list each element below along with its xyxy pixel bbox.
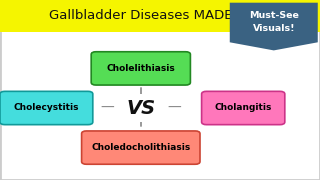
Text: Gallbladder Diseases MADE EASY: Gallbladder Diseases MADE EASY [49,9,271,22]
FancyBboxPatch shape [0,91,93,125]
FancyBboxPatch shape [82,131,200,164]
FancyBboxPatch shape [0,0,320,31]
FancyBboxPatch shape [91,52,190,85]
Text: —: — [168,101,181,115]
Text: —: — [100,101,114,115]
Text: VS: VS [126,98,156,118]
FancyBboxPatch shape [202,91,285,125]
Text: Cholecystitis: Cholecystitis [14,103,79,112]
Polygon shape [230,3,318,50]
Text: Choledocholithiasis: Choledocholithiasis [91,143,190,152]
Text: Cholelithiasis: Cholelithiasis [107,64,175,73]
Text: Must-See
Visuals!: Must-See Visuals! [249,11,299,33]
Text: Cholangitis: Cholangitis [214,103,272,112]
